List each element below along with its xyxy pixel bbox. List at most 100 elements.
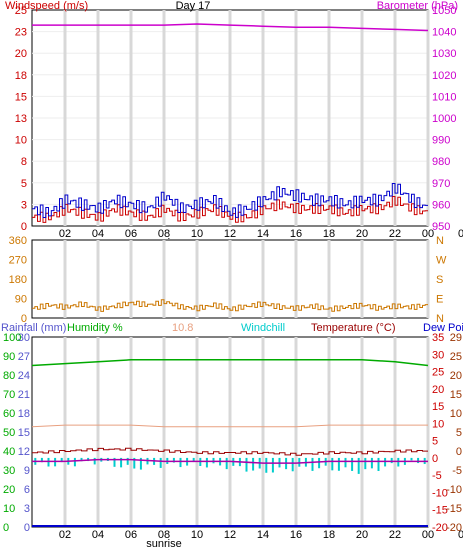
dewpoint-tick-label: 29 xyxy=(450,332,462,344)
temperature-tick-label: 10 xyxy=(432,418,444,430)
rainfall-tick-label: 27 xyxy=(18,351,30,363)
x-tick-label: 0 xyxy=(458,228,463,240)
x-tick-label: 22 xyxy=(389,228,401,240)
wind-tick-label: 13 xyxy=(15,113,27,125)
x-tick-label: 02 xyxy=(59,228,71,240)
rainfall-tick-label: 9 xyxy=(24,465,30,477)
temperature-tick-label: 25 xyxy=(432,367,444,379)
barometer-tick-label: 950 xyxy=(432,221,450,233)
dewpoint-tick-label: 5 xyxy=(456,427,462,439)
wind-tick-label: 8 xyxy=(21,156,27,168)
temperature-tick-label: -10 xyxy=(432,487,448,499)
rainfall-tick-label: 6 xyxy=(24,484,30,496)
legend-entry: Dew Point xyxy=(423,322,463,334)
x-tick-label: 12 xyxy=(224,228,236,240)
band-line xyxy=(31,424,428,428)
rainfall-tick-label: 3 xyxy=(24,503,30,515)
temperature-tick-label: 20 xyxy=(432,384,444,396)
x-tick-label: 04 xyxy=(92,529,104,541)
rainfall-tick-label: 15 xyxy=(18,427,30,439)
x-tick-label: 18 xyxy=(323,228,335,240)
windspeed-line xyxy=(32,196,428,223)
temperature-tick-label: 5 xyxy=(432,436,438,448)
compass-tick-label: W xyxy=(436,255,447,267)
x-tick-label: 20 xyxy=(356,529,368,541)
direction-tick-label: 90 xyxy=(15,294,27,306)
wind-tick-label: 18 xyxy=(15,70,27,82)
direction-tick-label: 360 xyxy=(9,235,27,247)
legend-entry: Windchill xyxy=(241,322,285,334)
temperature-tick-label: 15 xyxy=(432,401,444,413)
barometer-tick-label: 1040 xyxy=(432,27,456,39)
barometer-tick-label: 1010 xyxy=(432,91,456,103)
humidity-tick-label: 50 xyxy=(3,427,15,439)
x-tick-label: 16 xyxy=(290,529,302,541)
x-tick-label: 00 xyxy=(422,529,434,541)
humidity-tick-label: 100 xyxy=(3,332,21,344)
barometer-tick-label: 990 xyxy=(432,135,450,147)
legend-entry: 10.8 xyxy=(172,322,193,334)
x-tick-label: 22 xyxy=(389,529,401,541)
rainfall-tick-label: 18 xyxy=(18,408,30,420)
x-tick-label: 16 xyxy=(290,228,302,240)
humidity-tick-label: 0 xyxy=(3,522,9,534)
dewpoint-tick-label: -10 xyxy=(446,484,462,496)
barometer-tick-label: 960 xyxy=(432,199,450,211)
wind-tick-label: 15 xyxy=(15,91,27,103)
wind-tick-label: 23 xyxy=(15,27,27,39)
dewpoint-tick-label: 10 xyxy=(450,408,462,420)
dewpoint-tick-label: 15 xyxy=(450,389,462,401)
barometer-tick-label: 1000 xyxy=(432,113,456,125)
compass-tick-label: S xyxy=(436,274,443,286)
compass-tick-label: E xyxy=(436,294,443,306)
wind-axis-label: Windspeed (m/s) xyxy=(5,0,88,12)
x-tick-label: 20 xyxy=(356,228,368,240)
humidity-tick-label: 40 xyxy=(3,446,15,458)
x-tick-label: 00 xyxy=(422,228,434,240)
dewpoint-tick-label: 25 xyxy=(450,351,462,363)
direction-tick-label: 0 xyxy=(21,313,27,325)
barometer-tick-label: 980 xyxy=(432,156,450,168)
wind-tick-label: 0 xyxy=(21,221,27,233)
x-tick-label: 06 xyxy=(125,529,137,541)
x-tick-label: 18 xyxy=(323,529,335,541)
rainfall-tick-label: 30 xyxy=(18,332,30,344)
x-tick-label: 14 xyxy=(257,529,269,541)
direction-tick-label: 270 xyxy=(9,255,27,267)
compass-tick-label: N xyxy=(436,235,444,247)
x-tick-label: 12 xyxy=(224,529,236,541)
temperature-line xyxy=(32,447,428,456)
dewpoint-tick-label: -15 xyxy=(446,503,462,515)
barometer-line xyxy=(32,23,429,32)
humidity-tick-label: 20 xyxy=(3,484,15,496)
rainfall-tick-label: 24 xyxy=(18,370,30,382)
dewpoint-tick-label: 20 xyxy=(450,370,462,382)
humidity-tick-label: 70 xyxy=(3,389,15,401)
x-tick-label: 08 xyxy=(158,529,170,541)
chart-title: Day 17 xyxy=(176,0,211,12)
legend-entry: Rainfall (mm) xyxy=(1,322,66,334)
x-tick-label: 0 xyxy=(458,529,463,541)
rainfall-tick-label: 0 xyxy=(24,522,30,534)
x-tick-label: 10 xyxy=(191,529,203,541)
gust-line xyxy=(32,183,428,218)
wind-tick-label: 20 xyxy=(15,48,27,60)
barometer-tick-label: 970 xyxy=(432,178,450,190)
humidity-line xyxy=(31,359,429,367)
compass-tick-label: N xyxy=(436,313,444,325)
rainfall-tick-label: 21 xyxy=(18,389,30,401)
sunrise-label: sunrise xyxy=(146,538,181,550)
x-tick-label: 02 xyxy=(59,529,71,541)
temperature-tick-label: 35 xyxy=(432,332,444,344)
humidity-tick-label: 90 xyxy=(3,351,15,363)
wind-tick-label: 5 xyxy=(21,178,27,190)
barometer-tick-label: 1050 xyxy=(432,5,456,17)
legend-entry: Temperature (°C) xyxy=(311,322,395,334)
dewpoint-tick-label: 0 xyxy=(456,446,462,458)
wind-tick-label: 10 xyxy=(15,135,27,147)
barometer-axis-label: Barometer (hPa) xyxy=(377,0,458,12)
temperature-tick-label: 30 xyxy=(432,349,444,361)
temperature-tick-label: -20 xyxy=(432,522,448,534)
